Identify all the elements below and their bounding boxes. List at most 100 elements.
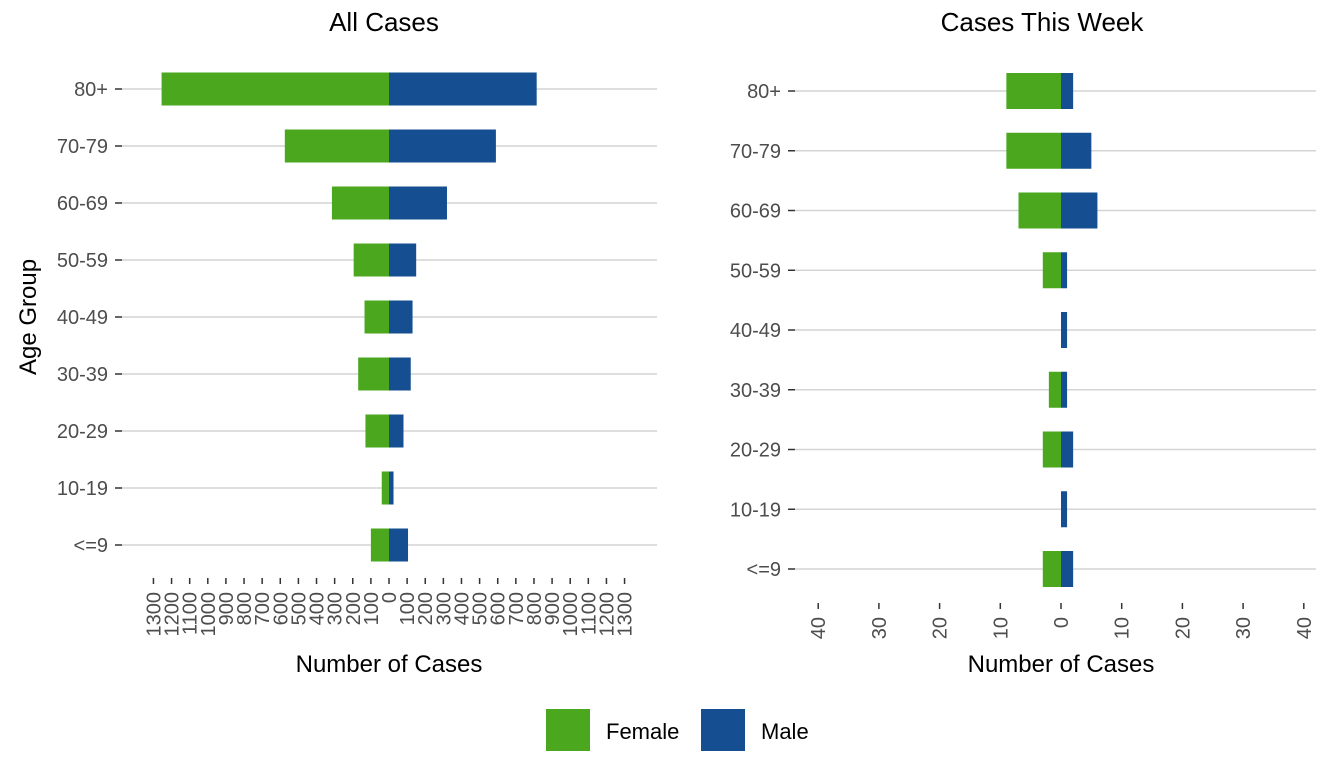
x-tick-label: 10	[990, 617, 1012, 639]
legend-swatch-female	[546, 709, 590, 751]
category-label: 30-39	[730, 380, 781, 402]
x-tick-label: 40	[808, 617, 830, 639]
category-label: 10-19	[57, 478, 108, 500]
category-label: 80+	[747, 81, 781, 103]
bar-female-50-59	[1042, 252, 1061, 289]
x-tick-label: 1000	[198, 592, 220, 637]
x-tick-label: 700	[252, 592, 274, 625]
bar-female-70-79	[284, 129, 389, 163]
bar-female-60-69	[1018, 192, 1061, 229]
x-tick-label: 800	[524, 592, 546, 625]
bar-male-30-39	[1061, 371, 1068, 408]
category-label: 60-69	[57, 193, 108, 215]
bar-male-10-19	[389, 471, 394, 505]
category-label: 40-49	[57, 307, 108, 329]
x-tick-label: 500	[470, 592, 492, 625]
x-tick-label: 400	[451, 592, 473, 625]
x-tick-label: 1100	[578, 592, 600, 635]
x-tick-label: 0	[379, 592, 401, 603]
bar-male-<=9	[1061, 551, 1074, 587]
x-tick-label: 300	[433, 592, 455, 625]
bar-male-30-39	[389, 357, 411, 391]
y-axis-title: Age Group	[15, 259, 42, 375]
bar-female-<=9	[370, 528, 389, 562]
x-tick-label: 1100	[180, 592, 202, 635]
x-tick-label: 700	[506, 592, 528, 625]
panel-title: Cases This Week	[941, 7, 1145, 37]
category-label: <=9	[747, 559, 781, 581]
panel-all-cases: All Cases <=9 10-19 20-29 30-39 40-49 50-59 60-…	[57, 7, 657, 678]
category-label: 60-69	[730, 201, 781, 223]
x-tick-label: 0	[1051, 617, 1073, 628]
category-label: 50-59	[730, 260, 781, 282]
bar-female-80+	[161, 72, 389, 106]
legend-swatch-male	[701, 709, 745, 751]
x-tick-label: 10	[1112, 617, 1134, 639]
category-label: <=9	[74, 535, 108, 557]
x-axis-title: Number of Cases	[968, 651, 1155, 678]
x-tick-label: 100	[361, 592, 383, 625]
x-tick-label: 200	[343, 592, 365, 625]
x-tick-label: 1000	[560, 592, 582, 637]
bar-female-70-79	[1006, 132, 1061, 169]
bar-male-20-29	[389, 414, 404, 448]
category-label: 50-59	[57, 250, 108, 272]
x-tick-label: 500	[288, 592, 310, 625]
x-axis-title: Number of Cases	[296, 651, 483, 678]
x-tick-label: 1200	[162, 592, 184, 637]
x-tick-label: 300	[325, 592, 347, 625]
x-tick-label: 800	[234, 592, 256, 625]
bar-female-<=9	[1042, 551, 1061, 587]
bar-male-50-59	[389, 243, 417, 277]
x-tick-label: 600	[488, 592, 510, 625]
x-tick-label: 30	[1233, 617, 1255, 639]
x-tick-label: 200	[415, 592, 437, 625]
bar-male-60-69	[1061, 192, 1098, 229]
panel-title: All Cases	[329, 7, 439, 37]
x-tick-label: 20	[930, 617, 952, 639]
x-tick-label: 1300	[615, 592, 637, 637]
panel-cases-this-week: Cases This Week <=9 10-19 20-29 30-39 40-49 50…	[730, 7, 1316, 678]
bar-male-50-59	[1061, 252, 1068, 289]
bar-female-20-29	[1042, 431, 1061, 468]
category-label: 20-29	[57, 421, 108, 443]
bar-male-40-49	[1061, 312, 1068, 348]
x-tick-label: 30	[869, 617, 891, 639]
bar-male-<=9	[389, 528, 409, 562]
bar-male-80+	[1061, 73, 1074, 109]
bar-male-80+	[389, 72, 537, 106]
bar-male-70-79	[389, 129, 496, 163]
x-tick-label: 100	[397, 592, 419, 625]
legend: Female Male	[546, 709, 809, 751]
bar-male-20-29	[1061, 431, 1074, 468]
x-tick-label: 20	[1172, 617, 1194, 639]
bar-female-30-39	[358, 357, 389, 391]
category-label: 70-79	[730, 141, 781, 163]
x-tick-label: 900	[542, 592, 564, 625]
x-tick-label: 40	[1294, 617, 1316, 639]
legend-label-female: Female	[606, 719, 679, 744]
x-tick-label: 600	[270, 592, 292, 625]
category-label: 70-79	[57, 136, 108, 158]
x-tick-label: 900	[216, 592, 238, 625]
bar-female-50-59	[353, 243, 389, 277]
category-label: 20-29	[730, 440, 781, 462]
bar-male-60-69	[389, 186, 447, 220]
bar-male-40-49	[389, 300, 413, 334]
bar-female-80+	[1006, 73, 1061, 109]
category-label: 10-19	[730, 499, 781, 521]
bar-female-40-49	[364, 300, 389, 334]
category-label: 80+	[74, 79, 108, 101]
x-tick-label: 400	[307, 592, 329, 625]
bar-female-20-29	[365, 414, 389, 448]
category-label: 40-49	[730, 320, 781, 342]
bar-female-30-39	[1048, 371, 1061, 408]
legend-label-male: Male	[761, 719, 809, 744]
bar-female-10-19	[381, 471, 389, 505]
bar-male-10-19	[1061, 491, 1068, 528]
x-tick-label: 1300	[143, 592, 165, 637]
bar-female-60-69	[331, 186, 389, 220]
x-tick-label: 1200	[596, 592, 618, 637]
category-label: 30-39	[57, 364, 108, 386]
